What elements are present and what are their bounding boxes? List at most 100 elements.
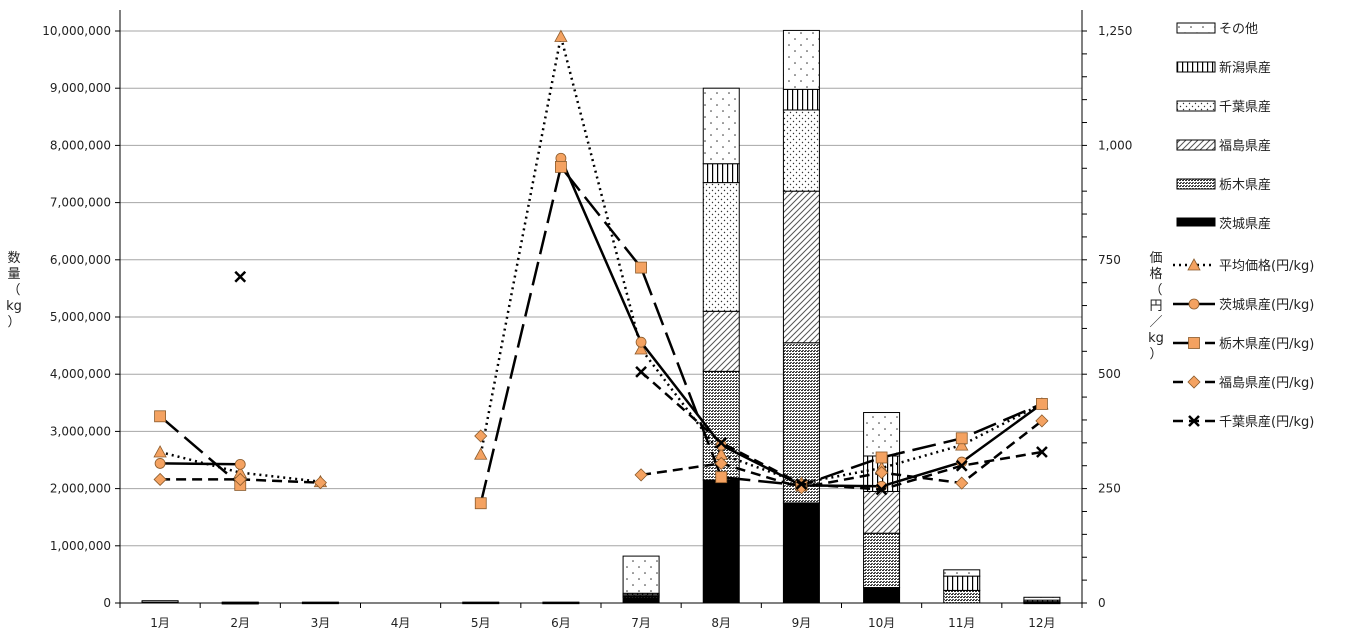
right-axis-title-char: ／ (1149, 315, 1162, 330)
left-tick-label: 4,000,000 (50, 367, 111, 381)
x-marker (1188, 415, 1200, 427)
square-marker (555, 161, 567, 173)
triangle-marker (474, 447, 488, 460)
line-series (153, 414, 1049, 495)
right-axis-title-char: 格 (1149, 266, 1162, 282)
bar-segment (863, 412, 901, 457)
diamond-marker (1187, 375, 1201, 389)
left-axis-title-char: kg (6, 299, 22, 314)
x-tick-label: 6月 (551, 616, 571, 630)
left-tick-label: 7,000,000 (50, 196, 111, 210)
x-marker-stroke (715, 436, 728, 449)
diamond-marker (313, 476, 327, 490)
triangle-marker (634, 342, 648, 355)
left-axis-title-char: ） (7, 315, 20, 330)
x-marker (955, 459, 968, 472)
legend-item-line: 平均価格(円/kg) (1173, 258, 1314, 274)
x-tick-label: 8月 (711, 616, 731, 630)
right-axis-title-char: 価 (1149, 251, 1162, 266)
diamond-marker (233, 472, 247, 487)
right-axis-title-char: 円 (1149, 299, 1162, 314)
bar-segment (782, 88, 820, 111)
circle-marker (234, 458, 246, 470)
left-axis-title-char: 量 (7, 267, 20, 282)
legend-label: 栃木県産 (1219, 177, 1271, 193)
bar-segment (702, 479, 740, 604)
right-tick-label: 0 (1098, 596, 1106, 610)
legend-swatch (1176, 217, 1216, 227)
triangle-marker (955, 438, 969, 451)
x-marker (795, 478, 808, 490)
legend-item-bar: 福島県産 (1176, 138, 1271, 154)
legend-swatch (1176, 178, 1216, 190)
right-axis-title-char: （ (1149, 283, 1162, 298)
legend-label: 栃木県産(円/kg) (1219, 336, 1314, 352)
diamond-marker (634, 468, 648, 482)
x-tick-label: 9月 (792, 616, 812, 630)
square-marker (955, 432, 968, 445)
line-series (154, 152, 1048, 492)
left-tick-label: 1,000,000 (50, 539, 111, 553)
legend-label: 茨城県産(円/kg) (1219, 297, 1314, 313)
x-marker-stroke (635, 366, 647, 378)
x-marker-stroke (234, 270, 247, 283)
x-tick-label: 3月 (311, 616, 331, 630)
legend-label: 福島県産(円/kg) (1219, 375, 1314, 391)
x-marker (715, 436, 728, 449)
square-marker (1188, 337, 1200, 349)
legend-swatch (1176, 22, 1216, 34)
x-marker-stroke (875, 483, 888, 496)
legend-label: 千葉県産 (1219, 99, 1271, 115)
diamond-marker (474, 429, 488, 443)
series-line (479, 36, 1043, 485)
legend-label: 千葉県産(円/kg) (1219, 414, 1314, 430)
x-tick-label: 7月 (631, 616, 651, 630)
diamond-marker (955, 476, 969, 490)
bar-segment (702, 87, 740, 165)
triangle-marker (153, 445, 167, 458)
bar-segment (782, 502, 820, 604)
legend-label: 新潟県産 (1219, 60, 1271, 76)
legend-item-bar: 千葉県産 (1176, 99, 1271, 115)
diamond-marker (153, 472, 167, 487)
legend-item-bar: その他 (1176, 22, 1258, 37)
x-marker-stroke (955, 459, 968, 472)
x-marker (875, 483, 888, 496)
diamond-marker (1035, 414, 1049, 428)
gridlines (120, 30, 1082, 604)
legend-item-bar: 茨城県産 (1176, 216, 1271, 232)
legend-item-bar: 新潟県産 (1176, 60, 1271, 76)
bar-segment (782, 190, 820, 344)
bar-segment (141, 600, 179, 603)
price-lines (153, 29, 1049, 510)
x-tick-label: 5月 (471, 616, 491, 630)
x-tick-label: 11月 (948, 616, 975, 630)
bar-segment (943, 569, 981, 577)
right-tick-label: 1,000 (1098, 138, 1132, 152)
circle-marker (1188, 298, 1200, 310)
x-marker-stroke (795, 478, 808, 490)
x-tick-label: 4月 (391, 616, 411, 630)
legend-label: 福島県産 (1219, 138, 1271, 154)
triangle-marker (1187, 258, 1201, 271)
diamond-marker (714, 456, 728, 470)
bar-segment (702, 163, 740, 184)
series-line (640, 419, 1043, 489)
right-axis-title-char: ） (1149, 347, 1162, 362)
series-line (479, 164, 1043, 504)
bar-segment (702, 182, 740, 312)
right-tick-label: 250 (1098, 482, 1121, 496)
bar-segment (863, 587, 901, 604)
square-marker (635, 261, 647, 274)
right-tick-label: 1,250 (1098, 24, 1132, 38)
square-marker (875, 451, 888, 464)
square-marker (474, 497, 487, 510)
legend-swatch (1176, 100, 1216, 112)
line-series (154, 161, 1048, 510)
x-marker (234, 270, 247, 283)
bar-segment (1023, 596, 1061, 601)
bar-segment (702, 310, 740, 372)
bar-segment (622, 596, 660, 604)
